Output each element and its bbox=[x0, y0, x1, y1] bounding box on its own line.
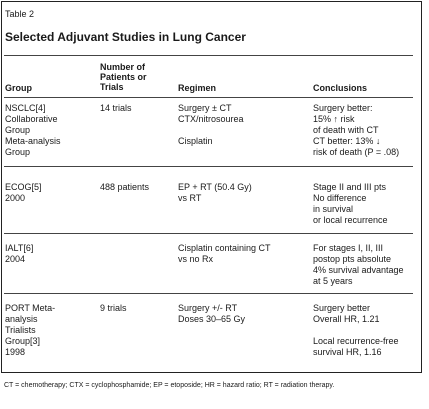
cell-line: Overall HR, 1.21 bbox=[313, 314, 380, 324]
cell-line: Surgery +/- RT bbox=[178, 303, 238, 313]
header-top-rule bbox=[4, 55, 413, 56]
table-footnote: CT = chemotherapy; CTX = cyclophosphamid… bbox=[4, 382, 335, 389]
row1-group: NSCLC[4] Collaborative Group Meta-analys… bbox=[5, 103, 61, 158]
table-title: Selected Adjuvant Studies in Lung Cancer bbox=[5, 30, 246, 44]
cell-line: in survival bbox=[313, 204, 354, 214]
header-patients: Number of Patients or Trials bbox=[100, 62, 147, 92]
cell-line bbox=[313, 325, 399, 336]
header-patients-line: Trials bbox=[100, 82, 124, 92]
cell-line: vs no Rx bbox=[178, 254, 214, 264]
cell-line: of death with CT bbox=[313, 125, 379, 135]
cell-line: Local recurrence-free bbox=[313, 336, 399, 346]
cell-line: CTX/nitrosourea bbox=[178, 114, 244, 124]
cell-line: 4% survival advantage bbox=[313, 265, 404, 275]
cell-line: postop pts absolute bbox=[313, 254, 392, 264]
cell-line: ECOG[5] bbox=[5, 182, 42, 192]
header-patients-line: Patients or bbox=[100, 72, 147, 82]
cell-line: at 5 years bbox=[313, 276, 353, 286]
row2-conclusions: Stage II and III pts No difference in su… bbox=[313, 182, 388, 226]
cell-line: Cisplatin bbox=[178, 136, 213, 146]
cell-line: EP + RT (50.4 Gy) bbox=[178, 182, 252, 192]
row2-regimen: EP + RT (50.4 Gy) vs RT bbox=[178, 182, 252, 204]
table-box bbox=[1, 1, 422, 373]
row-divider bbox=[4, 293, 413, 294]
cell-line: 2000 bbox=[5, 193, 26, 203]
cell-line: Cisplatin containing CT bbox=[178, 243, 271, 253]
cell-line: 15% ↑ risk bbox=[313, 114, 355, 124]
row4-conclusions: Surgery better Overall HR, 1.21 Local re… bbox=[313, 303, 399, 358]
table-label: Table 2 bbox=[5, 9, 35, 19]
cell-line: Group[3] bbox=[5, 336, 41, 346]
cell-line: No difference bbox=[313, 193, 367, 203]
cell-line: 488 patients bbox=[100, 182, 150, 192]
cell-line: risk of death (P = .08) bbox=[313, 147, 400, 157]
cell-line: Group bbox=[5, 147, 31, 157]
row3-group: IALT[6] 2004 bbox=[5, 243, 33, 265]
cell-line: analysis bbox=[5, 314, 38, 324]
row4-patients: 9 trials bbox=[100, 303, 127, 314]
cell-line: 2004 bbox=[5, 254, 26, 264]
cell-line: Meta-analysis bbox=[5, 136, 61, 146]
row1-regimen: Surgery ± CT CTX/nitrosourea Cisplatin bbox=[178, 103, 244, 147]
cell-line: NSCLC[4] bbox=[5, 103, 46, 113]
cell-line: CT better: 13% ↓ bbox=[313, 136, 381, 146]
cell-line: survival HR, 1.16 bbox=[313, 347, 382, 357]
cell-line: Collaborative bbox=[5, 114, 58, 124]
row4-regimen: Surgery +/- RT Doses 30–65 Gy bbox=[178, 303, 245, 325]
row3-regimen: Cisplatin containing CT vs no Rx bbox=[178, 243, 271, 265]
cell-line: Stage II and III pts bbox=[313, 182, 387, 192]
cell-line: Surgery better bbox=[313, 303, 371, 313]
row1-patients: 14 trials bbox=[100, 103, 132, 114]
cell-line: 14 trials bbox=[100, 103, 132, 113]
cell-line: Trialists bbox=[5, 325, 36, 335]
header-patients-line: Number of bbox=[100, 62, 145, 72]
header-conclusions: Conclusions bbox=[313, 83, 368, 93]
row-divider bbox=[4, 166, 413, 167]
cell-line: or local recurrence bbox=[313, 215, 388, 225]
header-regimen: Regimen bbox=[178, 83, 217, 93]
cell-line: Surgery ± CT bbox=[178, 103, 232, 113]
row-divider bbox=[4, 233, 413, 234]
row4-group: PORT Meta- analysis Trialists Group[3] 1… bbox=[5, 303, 55, 358]
row1-conclusions: Surgery better: 15% ↑ risk of death with… bbox=[313, 103, 399, 158]
cell-line: vs RT bbox=[178, 193, 202, 203]
cell-line: Surgery better: bbox=[313, 103, 373, 113]
row2-group: ECOG[5] 2000 bbox=[5, 182, 42, 204]
header-group: Group bbox=[5, 83, 32, 93]
cell-line: PORT Meta- bbox=[5, 303, 56, 313]
cell-line: 9 trials bbox=[100, 303, 127, 313]
cell-line: For stages I, II, III bbox=[313, 243, 384, 253]
header-bottom-rule bbox=[4, 97, 413, 98]
cell-line bbox=[178, 125, 244, 136]
cell-line: IALT[6] bbox=[5, 243, 34, 253]
row3-conclusions: For stages I, II, III postop pts absolut… bbox=[313, 243, 404, 287]
row2-patients: 488 patients bbox=[100, 182, 149, 193]
cell-line: Group bbox=[5, 125, 31, 135]
cell-line: Doses 30–65 Gy bbox=[178, 314, 246, 324]
cell-line: 1998 bbox=[5, 347, 26, 357]
